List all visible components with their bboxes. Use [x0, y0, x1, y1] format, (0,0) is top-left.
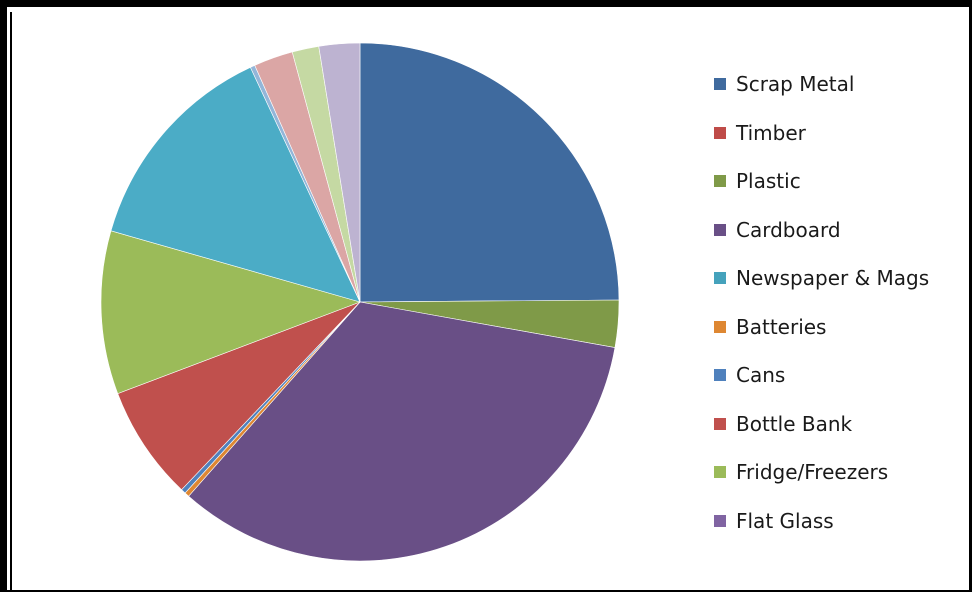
legend-label: Cans — [736, 363, 786, 388]
chart-legend: Scrap Metal Timber Plastic Cardboard Newspap… — [714, 60, 964, 545]
slice-unlabeled-10 — [110, 66, 361, 303]
slice-scrap-metal — [359, 42, 620, 303]
legend-label: Bottle Bank — [736, 411, 853, 436]
slice-unlabeled-14 — [318, 42, 361, 303]
legend-swatch — [714, 175, 726, 188]
slice-bottle-bank — [117, 301, 361, 491]
legend-swatch — [714, 369, 726, 382]
legend-swatch — [714, 417, 726, 430]
legend-label: Scrap Metal — [736, 72, 855, 97]
legend-item: Fridge/Freezers — [714, 448, 964, 497]
legend-item: Newspaper & Mags — [714, 254, 964, 303]
legend-swatch — [714, 126, 726, 139]
legend-item: Cans — [714, 351, 964, 400]
slice-cardboard — [188, 301, 616, 562]
legend-label: Plastic — [736, 169, 801, 194]
legend-label: Fridge/Freezers — [736, 460, 889, 485]
legend-swatch — [714, 78, 726, 91]
chart-left-rule — [10, 12, 12, 592]
legend-item: Batteries — [714, 303, 964, 352]
slice-fridge-freezers — [100, 230, 361, 394]
legend-item: Plastic — [714, 157, 964, 206]
pie-slices — [100, 42, 620, 562]
legend-item: Scrap Metal — [714, 60, 964, 109]
legend-label: Newspaper & Mags — [736, 266, 930, 291]
legend-item: Bottle Bank — [714, 400, 964, 449]
legend-label: Cardboard — [736, 217, 841, 242]
legend-item: Flat Glass — [714, 497, 964, 546]
legend-label: Batteries — [736, 314, 827, 339]
legend-label: Flat Glass — [736, 508, 834, 533]
legend-label: Timber — [736, 120, 806, 145]
legend-swatch — [714, 223, 726, 236]
legend-item: Timber — [714, 109, 964, 158]
legend-swatch — [714, 320, 726, 333]
legend-swatch — [714, 514, 726, 527]
legend-item: Cardboard — [714, 206, 964, 255]
legend-swatch — [714, 272, 726, 285]
legend-swatch — [714, 466, 726, 479]
